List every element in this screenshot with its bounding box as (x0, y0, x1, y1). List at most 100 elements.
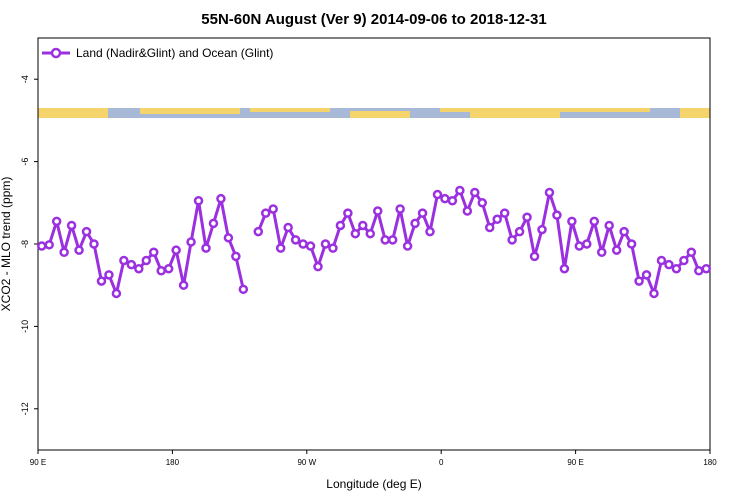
point (365, 228, 376, 239)
y-tick-label: -4 (20, 75, 30, 83)
point (193, 195, 204, 206)
land-ocean-strip (38, 108, 710, 118)
point (260, 208, 271, 218)
point (596, 247, 607, 257)
y-axis-label: XCO2 - MLO trend (ppm) (0, 177, 13, 312)
point (343, 208, 353, 218)
point (686, 247, 697, 257)
point (537, 224, 547, 235)
point (440, 193, 450, 204)
point (619, 226, 629, 237)
point (507, 235, 517, 245)
point (626, 239, 637, 249)
point (350, 228, 361, 239)
legend-marker (50, 47, 62, 59)
point (410, 218, 420, 229)
point (611, 245, 622, 255)
series-line (41, 188, 707, 295)
point (119, 255, 129, 266)
x-tick-label: 90 E (30, 458, 46, 467)
point (522, 212, 532, 222)
point (59, 247, 69, 257)
point (499, 208, 510, 218)
x-tick-label: 180 (703, 458, 717, 467)
point (163, 263, 174, 274)
point (447, 195, 458, 206)
point (171, 245, 181, 255)
point (402, 241, 413, 251)
point (544, 187, 555, 198)
point (514, 226, 525, 237)
point (328, 243, 338, 253)
point (89, 239, 99, 249)
point (656, 255, 667, 266)
point (298, 239, 308, 249)
point (559, 263, 570, 274)
point (477, 198, 488, 208)
x-tick-label: 90 E (567, 458, 583, 467)
point (186, 237, 196, 247)
point (567, 216, 577, 227)
plot-frame (37, 37, 711, 451)
point (74, 245, 84, 255)
point (313, 261, 323, 272)
point (96, 276, 107, 286)
point (141, 255, 152, 266)
point (664, 259, 674, 270)
point (529, 251, 540, 262)
point (320, 239, 331, 249)
legend-label: Land (Nadir&Glint) and Ocean (Glint) (76, 46, 273, 60)
point (589, 216, 600, 227)
point (335, 220, 346, 231)
point (455, 185, 465, 196)
point (111, 288, 122, 299)
point (134, 263, 144, 274)
point (380, 235, 390, 245)
y-tick-label: -10 (20, 320, 30, 333)
point (290, 235, 301, 245)
point (574, 241, 585, 251)
point (104, 270, 114, 280)
point (36, 241, 47, 251)
point (671, 263, 682, 274)
point (432, 189, 443, 200)
y-tick-label: -12 (20, 402, 30, 415)
point (126, 259, 137, 270)
point (148, 247, 159, 257)
point (223, 233, 234, 243)
point (679, 255, 689, 266)
point (694, 266, 704, 276)
point (425, 226, 435, 237)
point (387, 235, 398, 245)
point (358, 220, 368, 231)
x-tick-label: 90 W (297, 458, 316, 467)
x-axis-label: Longitude (deg E) (326, 477, 421, 491)
point (305, 241, 316, 251)
point (268, 204, 278, 214)
point (81, 226, 92, 237)
point (51, 216, 62, 227)
point (253, 226, 264, 237)
point (641, 270, 652, 280)
point (649, 288, 659, 299)
point (275, 243, 286, 253)
point (44, 240, 54, 250)
point (701, 263, 712, 274)
point (238, 284, 249, 295)
point (417, 208, 428, 218)
point (156, 266, 166, 276)
point (484, 222, 495, 233)
point (66, 220, 77, 231)
y-tick-label: -6 (20, 158, 30, 166)
x-tick-label: 0 (439, 458, 444, 467)
x-tick-label: 180 (166, 458, 180, 467)
point (283, 222, 293, 233)
point (470, 187, 480, 198)
point (208, 218, 219, 229)
point (604, 220, 614, 231)
point (582, 239, 592, 249)
point (201, 243, 211, 253)
point (395, 204, 405, 214)
point (372, 206, 383, 216)
